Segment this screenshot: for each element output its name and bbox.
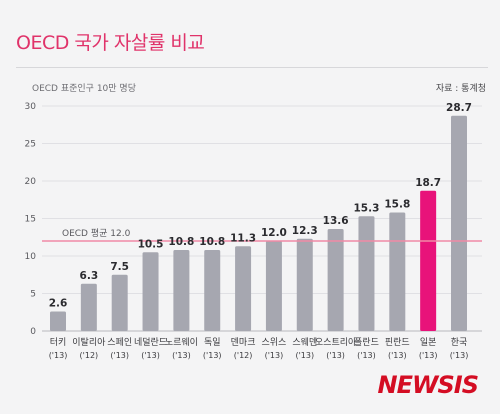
title-divider xyxy=(16,67,488,68)
y-tick-label: 0 xyxy=(30,327,36,337)
y-axis: 0 5 10 15 20 25 30 xyxy=(25,102,37,337)
x-year-label: ('13) xyxy=(265,351,284,360)
source-note: 자료 : 통계청 xyxy=(435,84,486,94)
reference-line-group: OECD 평균 12.0 xyxy=(42,228,482,242)
x-year-label: ('13) xyxy=(141,351,160,360)
x-year-label: ('13) xyxy=(110,351,129,360)
x-category-label: 노르웨이 xyxy=(165,336,198,348)
x-category-label: 일본 xyxy=(420,337,437,348)
y-tick-label: 10 xyxy=(25,252,37,262)
x-year-label: ('13) xyxy=(326,351,345,360)
y-tick-label: 25 xyxy=(25,140,36,150)
value-label: 12.0 xyxy=(261,227,287,239)
bar-series xyxy=(50,115,467,331)
x-category-label: 핀란드 xyxy=(385,336,410,348)
value-label: 10.8 xyxy=(199,236,225,248)
x-year-label: ('13) xyxy=(49,351,68,360)
y-tick-label: 20 xyxy=(25,177,37,187)
x-category-label: 터키 xyxy=(50,337,67,348)
bar xyxy=(358,216,375,331)
bar xyxy=(451,115,467,331)
bar xyxy=(265,241,282,331)
x-year-label: ('12) xyxy=(234,351,253,360)
chart-subtitle: OECD 표준인구 10만 명당 xyxy=(32,84,136,94)
x-category-label: 스페인 xyxy=(107,337,132,348)
x-year-label: ('13) xyxy=(450,351,469,360)
bar xyxy=(50,311,66,331)
bar xyxy=(204,250,221,331)
value-label: 6.3 xyxy=(80,270,99,282)
bar xyxy=(389,212,406,331)
x-category-label: 덴마크 xyxy=(231,337,256,348)
value-labels: 2.6 6.3 7.5 10.5 10.8 10.8 11.3 12.0 12.3 13.6 15.… xyxy=(49,102,472,310)
x-category-label: 스웨덴 xyxy=(292,336,317,348)
y-tick-label: 15 xyxy=(25,215,36,225)
bar xyxy=(111,274,128,331)
value-label: 10.8 xyxy=(168,236,194,248)
value-label: 28.7 xyxy=(446,102,472,114)
x-year-label: ('13) xyxy=(388,351,407,360)
x-category-label: 오스트리아 xyxy=(315,337,357,348)
x-category-label: 독일 xyxy=(204,337,221,348)
bar xyxy=(173,250,190,331)
bar xyxy=(296,238,313,331)
x-axis: 터키 ('13) 이탈리아 ('12) 스페인 ('13) 네덜란드 ('13) 노르웨이 ('1… xyxy=(49,336,469,360)
x-category-label: 한국 xyxy=(451,337,468,348)
bar xyxy=(327,229,344,331)
bar xyxy=(235,246,252,331)
value-label: 12.3 xyxy=(292,225,318,237)
value-label: 18.7 xyxy=(415,177,441,189)
value-label: 7.5 xyxy=(110,261,129,273)
newsis-logo: NEWSIS xyxy=(377,371,479,399)
y-tick-label: 5 xyxy=(30,290,36,300)
page-title: OECD 국가 자살률 비교 xyxy=(16,32,205,54)
x-year-label: ('13) xyxy=(419,351,438,360)
value-label: 15.3 xyxy=(354,202,380,214)
value-label: 13.6 xyxy=(323,215,349,227)
reference-line-label: OECD 평균 12.0 xyxy=(62,228,131,239)
bar xyxy=(420,190,437,331)
value-label: 10.5 xyxy=(138,238,164,250)
bar xyxy=(142,252,159,331)
x-category-label: 네덜란드 xyxy=(134,336,167,348)
y-tick-label: 30 xyxy=(25,102,37,112)
value-label: 15.8 xyxy=(384,199,410,211)
x-category-label: 폴란드 xyxy=(354,336,379,348)
chart-grid xyxy=(42,105,482,332)
bar xyxy=(80,283,97,331)
value-label: 11.3 xyxy=(230,232,256,244)
x-year-label: ('13) xyxy=(203,351,222,360)
x-year-label: ('12) xyxy=(80,351,99,360)
x-category-label: 이탈리아 xyxy=(72,337,106,348)
x-year-label: ('13) xyxy=(357,351,376,360)
x-year-label: ('13) xyxy=(295,351,314,360)
value-label: 2.6 xyxy=(49,298,68,310)
x-category-label: 스위스 xyxy=(262,337,287,348)
x-year-label: ('13) xyxy=(172,351,191,360)
